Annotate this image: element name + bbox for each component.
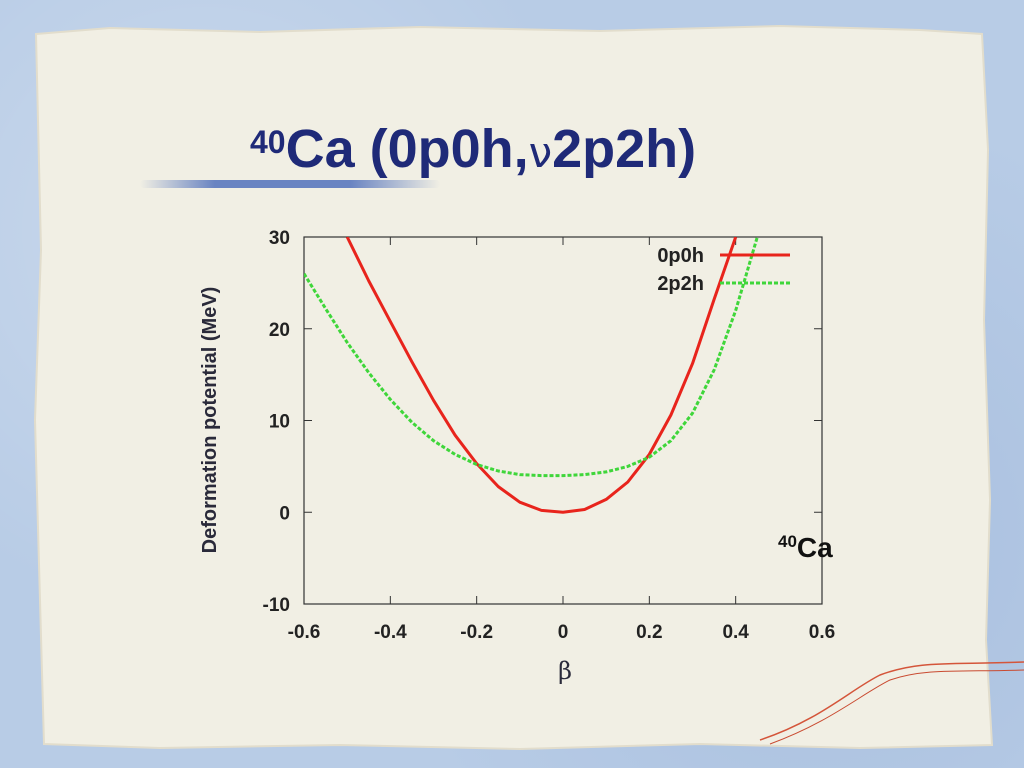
legend-label-0p0h: 0p0h [657,245,704,267]
nucleus-symbol: Ca [796,532,833,563]
x-tick-label: 0 [558,622,569,643]
x-tick-label: -0.6 [288,622,321,643]
title-underline [140,180,440,188]
y-tick-label: 20 [269,320,290,341]
title-element: Ca (0p0h, [285,119,529,179]
nucleus-annotation: 40Ca [778,532,868,572]
x-axis-label: β [558,657,572,685]
title-tail: 2p2h) [552,119,697,179]
series-line-0p0h [345,237,738,514]
x-axis: -0.6 -0.4 -0.2 0 0.2 0.4 0.6 [288,237,835,643]
x-tick-label: 0.6 [809,622,835,643]
slide-title: 40Ca (0p0h,ν2p2h) [250,118,850,198]
x-tick-label: -0.2 [460,622,493,643]
y-tick-label: -10 [263,595,290,616]
plot-frame [303,236,823,605]
y-axis-label: Deformation potential (MeV) [199,286,221,554]
x-tick-label: -0.4 [374,622,407,643]
legend: 0p0h 2p2h [657,245,790,295]
y-tick-label: 30 [269,228,290,249]
series-line-2p2h [304,237,759,478]
legend-label-2p2h: 2p2h [657,273,704,295]
series-layer [304,237,759,514]
nucleus-mass-number: 40 [778,532,797,551]
x-tick-label: 0.2 [636,622,662,643]
y-axis: -10 0 10 20 30 [263,228,822,616]
y-tick-label: 0 [279,503,290,524]
title-mass-number: 40 [250,124,286,160]
x-tick-label: 0.4 [722,622,749,643]
y-tick-label: 10 [269,412,290,433]
title-nu-symbol: ν [528,128,553,177]
